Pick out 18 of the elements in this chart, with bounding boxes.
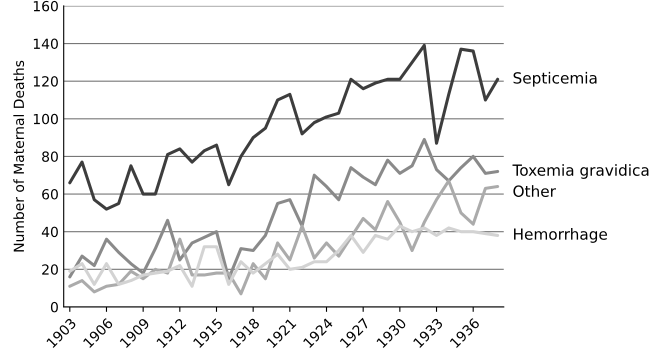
- line-series: [68, 138, 500, 280]
- y-tick-label: 20: [42, 264, 58, 275]
- y-tick-label: 100: [34, 114, 58, 124]
- y-tick-label: 120: [34, 76, 58, 87]
- y-tick-label: 140: [34, 38, 58, 50]
- series-label: Toxemia gravidica: [512, 164, 648, 179]
- y-tick-label: 60: [42, 189, 58, 200]
- line-series: [68, 44, 500, 211]
- y-tick-label: 0: [50, 302, 58, 312]
- line-series: [68, 224, 500, 288]
- y-tick-label: 40: [42, 226, 58, 238]
- series-label: Hemorrhage: [514, 228, 608, 243]
- series-label: Septicemia: [514, 72, 596, 87]
- y-tick-label: 160: [34, 0, 58, 12]
- line-series: [68, 179, 500, 296]
- y-tick-label: 80: [42, 151, 58, 162]
- series-label: Other: [513, 185, 556, 197]
- y-axis-title: Number of Maternal Deaths: [13, 60, 24, 252]
